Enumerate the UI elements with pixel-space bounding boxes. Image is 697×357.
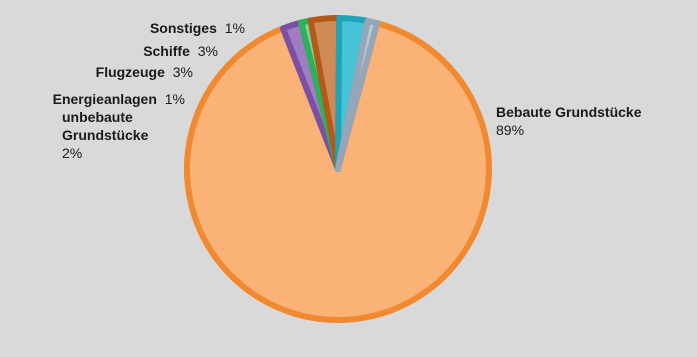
slice-name-schiffe: Schiffe: [143, 43, 190, 59]
slice-name-flugzeuge: Flugzeuge: [96, 64, 165, 80]
slice-label-unbebaute-line1: unbebaute: [62, 109, 133, 125]
slice-label-sonstiges: Sonstiges 1%: [150, 20, 245, 36]
slice-value-unbebaute: 2%: [62, 145, 82, 161]
pie-slice-sonstiges: [335, 17, 381, 172]
slice-label-unbebaute-line2: Grundstücke: [62, 127, 149, 143]
slice-label-schiffe: Schiffe 3%: [143, 43, 218, 59]
slice-label-energieanlagen: Energieanlagen 1%: [53, 91, 185, 107]
slice-value-schiffe: 3%: [198, 43, 218, 59]
slice-name-sonstiges: Sonstiges: [150, 20, 217, 36]
slice-name-bebaute: Bebaute Grundstücke: [496, 104, 642, 120]
pie-labels: Bebaute Grundstücke 89% Sonstiges 1% Sch…: [53, 20, 642, 161]
slice-value-energieanlagen: 1%: [165, 91, 185, 107]
slice-value-sonstiges: 1%: [225, 20, 245, 36]
pie-slices: [184, 14, 492, 323]
slice-value-flugzeuge: 3%: [173, 64, 193, 80]
slice-value-bebaute: 89%: [496, 122, 524, 138]
slice-name-energieanlagen: Energieanlagen: [53, 91, 157, 107]
slice-label-bebaute: Bebaute Grundstücke: [496, 104, 642, 120]
slice-label-flugzeuge: Flugzeuge 3%: [96, 64, 193, 80]
